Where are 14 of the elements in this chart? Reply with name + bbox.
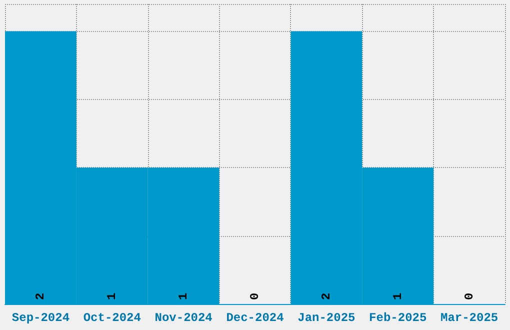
- x-tick-label: Dec-2024: [226, 311, 284, 325]
- x-tick-label: Mar-2025: [440, 311, 498, 325]
- x-tick-label: Oct-2024: [83, 311, 141, 325]
- data-label: 1: [105, 292, 120, 300]
- x-tick-label: Sep-2024: [12, 311, 70, 325]
- x-tick-label: Feb-2025: [369, 311, 427, 325]
- data-label: 1: [390, 292, 405, 300]
- data-label: 1: [176, 292, 191, 300]
- data-label: 2: [319, 292, 334, 300]
- x-tick-label: Nov-2024: [154, 311, 212, 325]
- x-tick-label: Jan-2025: [298, 311, 356, 325]
- data-label: 0: [248, 292, 262, 300]
- data-label: 0: [462, 292, 476, 300]
- data-label: 2: [34, 292, 48, 300]
